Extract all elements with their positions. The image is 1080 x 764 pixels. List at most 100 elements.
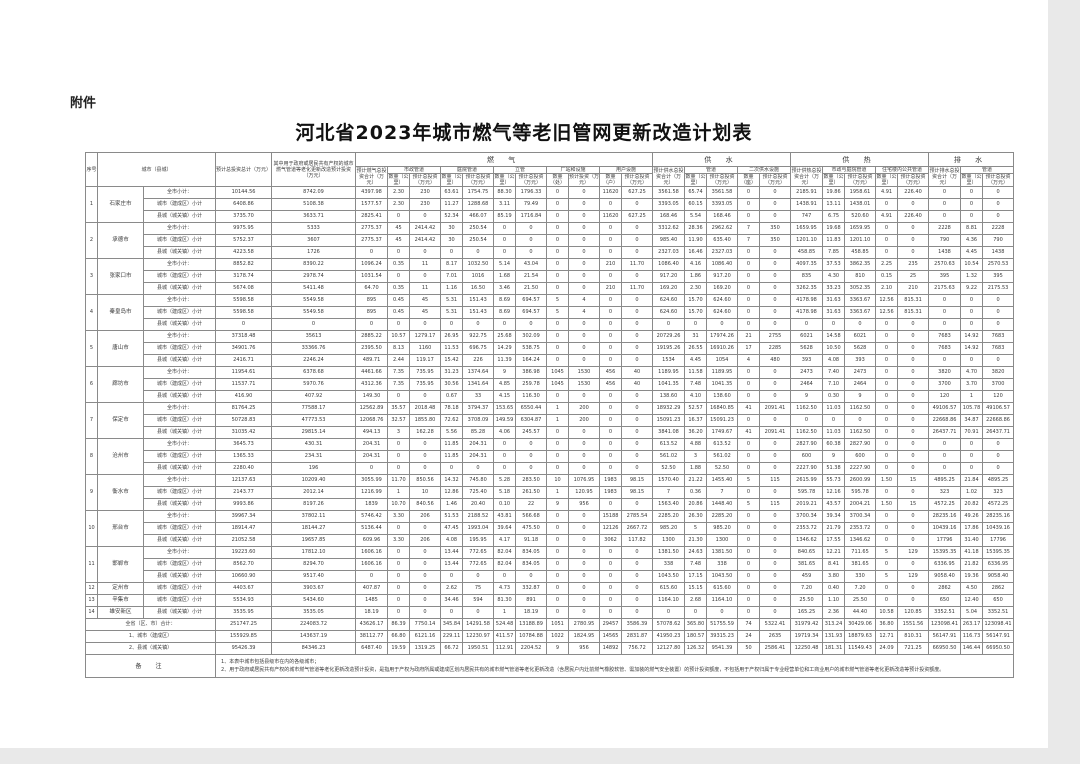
value-cell: 25.50: [790, 594, 824, 607]
value-cell: 0: [387, 582, 411, 595]
value-cell: 0: [599, 426, 623, 439]
value-cell: 1189.95: [652, 366, 686, 379]
value-cell: 561.02: [706, 450, 739, 463]
value-cell: 39.64: [493, 522, 517, 535]
value-cell: 0: [568, 570, 601, 583]
value-cell: 0: [409, 318, 442, 331]
value-cell: 0: [546, 570, 570, 583]
value-cell: 627.25: [621, 186, 654, 199]
value-cell: 12127.80: [652, 642, 686, 655]
value-cell: 1032.50: [462, 258, 495, 271]
value-cell: 21.30: [684, 534, 708, 547]
value-cell: 0: [759, 390, 792, 403]
value-cell: 0: [759, 186, 792, 199]
value-cell: 12.56: [875, 306, 899, 319]
value-cell: 210: [599, 282, 623, 295]
value-cell: 0: [759, 270, 792, 283]
value-cell: 0: [737, 582, 761, 595]
value-cell: 5534.93: [215, 594, 273, 607]
value-cell: 21.82: [960, 558, 984, 571]
value-cell: 11954.61: [215, 366, 273, 379]
value-cell: 5: [546, 306, 570, 319]
value-cell: 985.40: [652, 234, 686, 247]
value-cell: 66.72: [440, 642, 464, 655]
value-cell: 43626.17: [355, 618, 389, 631]
value-cell: 0.35: [387, 258, 411, 271]
value-cell: 19.36: [960, 570, 984, 583]
value-cell: 0: [546, 462, 570, 475]
value-cell: 0: [599, 606, 623, 619]
value-cell: 0: [928, 306, 962, 319]
value-cell: 2464: [790, 378, 824, 391]
value-cell: 0: [409, 606, 442, 619]
value-cell: 119.17: [409, 354, 442, 367]
value-cell: 1201.10: [844, 234, 877, 247]
value-cell: 0: [568, 558, 601, 571]
value-cell: 41950.23: [652, 630, 686, 643]
value-cell: 31: [684, 330, 708, 343]
value-cell: 0: [844, 318, 877, 331]
value-cell: 0: [387, 318, 411, 331]
value-cell: 1855.80: [409, 414, 442, 427]
value-cell: 0: [875, 234, 899, 247]
value-cell: 153.65: [493, 402, 517, 415]
value-cell: 11.83: [822, 234, 846, 247]
value-cell: 891: [515, 594, 548, 607]
value-cell: 16910.26: [706, 342, 739, 355]
value-cell: 0: [621, 438, 654, 451]
value-cell: 3735.70: [215, 210, 273, 223]
value-cell: 350: [759, 222, 792, 235]
value-cell: 204.31: [355, 438, 389, 451]
value-cell: 2327.03: [706, 246, 739, 259]
value-cell: 4.08: [822, 354, 846, 367]
value-cell: 735.95: [409, 378, 442, 391]
value-cell: 0: [897, 378, 930, 391]
value-cell: 263.17: [960, 618, 984, 631]
value-cell: 1570.40: [652, 474, 686, 487]
value-cell: 0: [409, 462, 442, 475]
row-label: 全市小计：: [142, 222, 217, 235]
value-cell: 11.03: [822, 402, 846, 415]
value-cell: 0: [737, 450, 761, 463]
value-cell: 283.50: [515, 474, 548, 487]
value-cell: 721.25: [897, 642, 930, 655]
value-cell: 0: [621, 342, 654, 355]
value-cell: 0: [621, 354, 654, 367]
value-cell: 82.04: [493, 546, 517, 559]
value-cell: 226.40: [897, 210, 930, 223]
row-label: 全市小计：: [142, 402, 217, 415]
value-cell: 2635: [759, 630, 792, 643]
value-cell: 0: [462, 246, 495, 259]
row-label: 全市小计：: [142, 294, 217, 307]
city-cell: 沧州市: [97, 438, 144, 475]
value-cell: 63.61: [440, 186, 464, 199]
value-cell: 0: [928, 294, 962, 307]
row-label: 县城（城关镇）小计: [142, 390, 217, 403]
value-cell: 6336.95: [982, 558, 1015, 571]
table-row: 8 沧州市 全市小计： 3645.73 430.31 204.31 0 0 11.85 204.3…: [85, 438, 1015, 475]
seq-cell: 12: [85, 582, 98, 595]
value-cell: 1045: [546, 378, 570, 391]
value-cell: 6121.16: [409, 630, 442, 643]
value-cell: 3535.05: [271, 606, 357, 619]
value-cell: 4.45: [960, 246, 984, 259]
value-cell: 1: [546, 402, 570, 415]
value-cell: 51.38: [822, 462, 846, 475]
value-cell: 1534: [652, 354, 686, 367]
value-cell: 4: [568, 306, 601, 319]
value-cell: 250.54: [462, 222, 495, 235]
value-cell: 0: [960, 450, 984, 463]
value-cell: 120: [982, 390, 1015, 403]
value-cell: 416.90: [215, 390, 273, 403]
value-cell: 407.92: [271, 390, 357, 403]
value-cell: 0: [875, 330, 899, 343]
value-cell: 0: [960, 462, 984, 475]
value-cell: 9058.40: [928, 570, 962, 583]
value-cell: 4.50: [960, 582, 984, 595]
qty-header: 数量（处）: [546, 173, 570, 187]
row-label: 全市小计：: [142, 474, 217, 487]
value-cell: 1993.04: [462, 522, 495, 535]
value-cell: 0: [982, 306, 1015, 319]
value-cell: 3794.37: [462, 402, 495, 415]
value-cell: 25: [897, 270, 930, 283]
